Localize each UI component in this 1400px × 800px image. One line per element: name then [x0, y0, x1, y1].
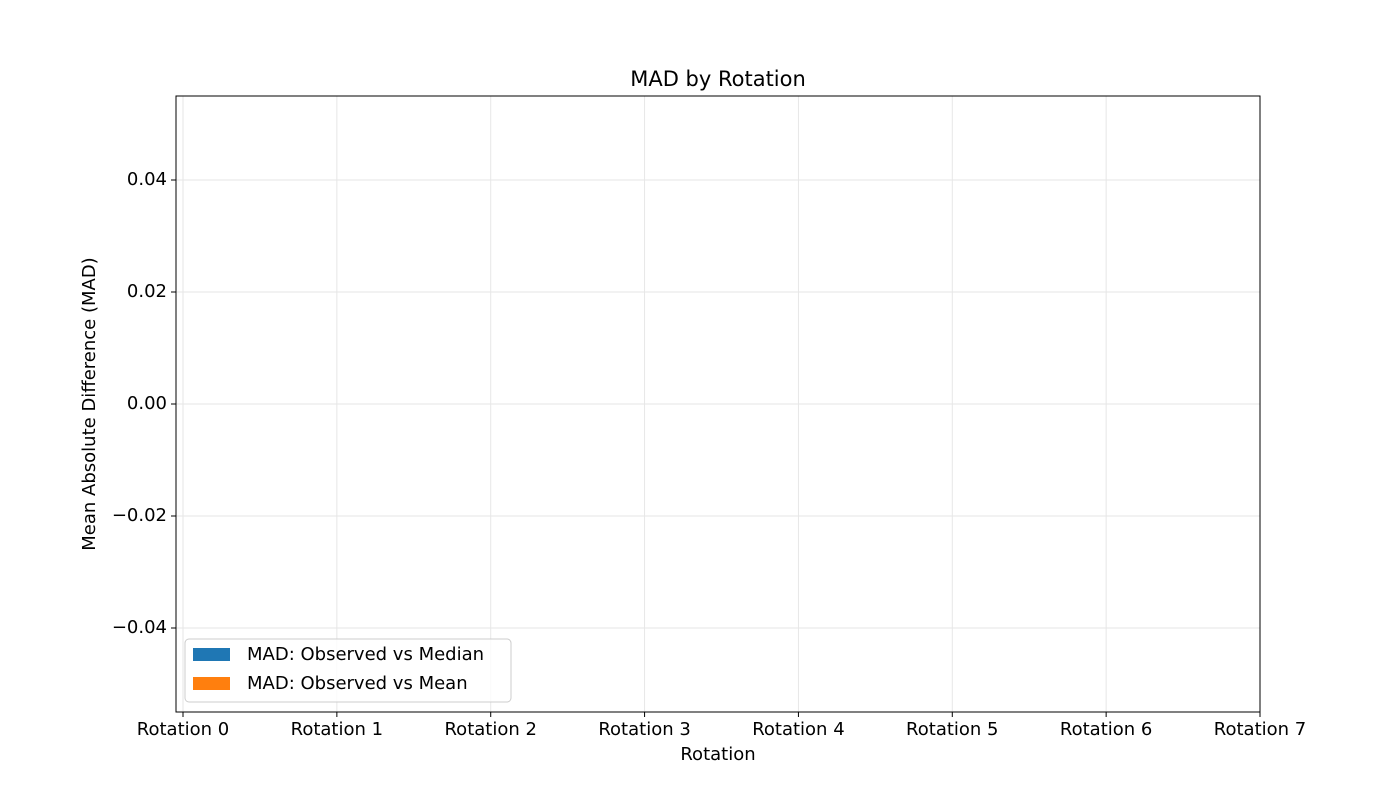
- y-tick-label: −0.04: [112, 617, 167, 638]
- x-tick-label: Rotation 5: [906, 719, 998, 740]
- x-axis-label: Rotation: [680, 744, 755, 765]
- y-tick-label: 0.04: [127, 169, 167, 190]
- plot-frame: [175, 95, 1261, 713]
- legend-label: MAD: Observed vs Mean: [247, 673, 468, 694]
- x-tick-label: Rotation 2: [444, 719, 536, 740]
- x-tick-label: Rotation 3: [598, 719, 690, 740]
- legend-swatch: [193, 648, 230, 661]
- legend-frame: [184, 638, 512, 703]
- x-tick-label: Rotation 4: [752, 719, 844, 740]
- y-tick-label: −0.02: [112, 505, 167, 526]
- y-tick-label: 0.00: [127, 393, 167, 414]
- legend-label: MAD: Observed vs Median: [247, 644, 484, 665]
- legend: MAD: Observed vs Median MAD: Observed vs …: [184, 638, 512, 703]
- x-tick-label: Rotation 1: [291, 719, 383, 740]
- x-tick-label: Rotation 0: [137, 719, 229, 740]
- chart-title: MAD by Rotation: [630, 67, 806, 91]
- y-tick-label: 0.02: [127, 281, 167, 302]
- x-tick-label: Rotation 6: [1060, 719, 1152, 740]
- x-tick-label: Rotation 7: [1214, 719, 1306, 740]
- legend-swatch: [193, 677, 230, 690]
- y-axis-label: Mean Absolute Difference (MAD): [79, 257, 100, 550]
